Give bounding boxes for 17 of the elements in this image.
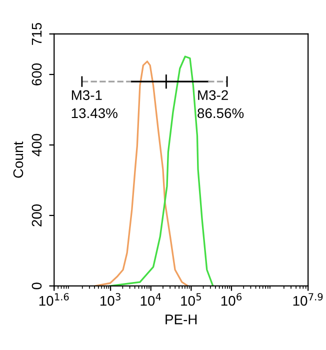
y-tick-label: 600	[32, 63, 42, 86]
x-tick-label: 10$^{6}$	[221, 293, 242, 306]
series-label: M3-2	[198, 90, 228, 100]
x-tick-label: 10$^{7.9}$	[293, 293, 323, 306]
y-tick-label: 715	[32, 22, 42, 45]
x-tick-label: 10$^{1.6}$	[39, 293, 69, 306]
y-tick-label: 200	[32, 204, 42, 226]
x-axis-title: PE-H	[166, 314, 197, 324]
y-tick-label: 0	[32, 282, 42, 290]
y-tick-label: 400	[32, 134, 42, 156]
annotation: 13.43%	[72, 108, 118, 118]
x-tick-label: 10$^{4}$	[140, 293, 161, 306]
x-tick-label: 10$^{5}$	[181, 293, 201, 306]
y-axis-title: Count	[13, 142, 24, 178]
annotation: 86.56%	[198, 108, 244, 118]
x-tick-label: 10$^{3}$	[100, 293, 120, 306]
series-label: M3-1	[72, 90, 102, 100]
